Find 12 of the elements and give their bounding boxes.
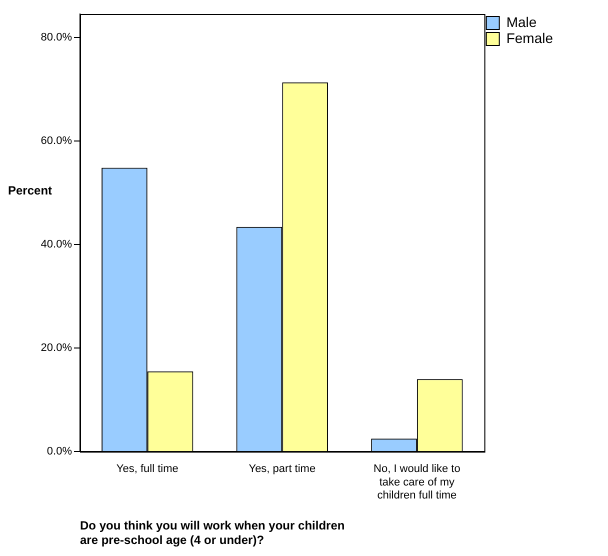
y-axis-title: Percent (8, 184, 52, 198)
x-tick-label: No, I would like to take care of my children full time (374, 463, 460, 502)
x-tick-label: Yes, full time (116, 463, 178, 476)
y-tick-label: 20.0% (40, 342, 72, 354)
x-axis-title: Do you think you will work when your children are pre-school age (4 or under)? (80, 518, 345, 548)
x-tick-label: Yes, part time (248, 463, 316, 476)
y-tick-label: 0.0% (46, 446, 72, 458)
y-tick-label: 60.0% (40, 134, 72, 147)
y-tick-label: 80.0% (40, 31, 72, 44)
y-tick-label: 40.0% (40, 238, 72, 250)
legend-label: Female (506, 30, 554, 46)
legend-label: Male (506, 14, 537, 30)
